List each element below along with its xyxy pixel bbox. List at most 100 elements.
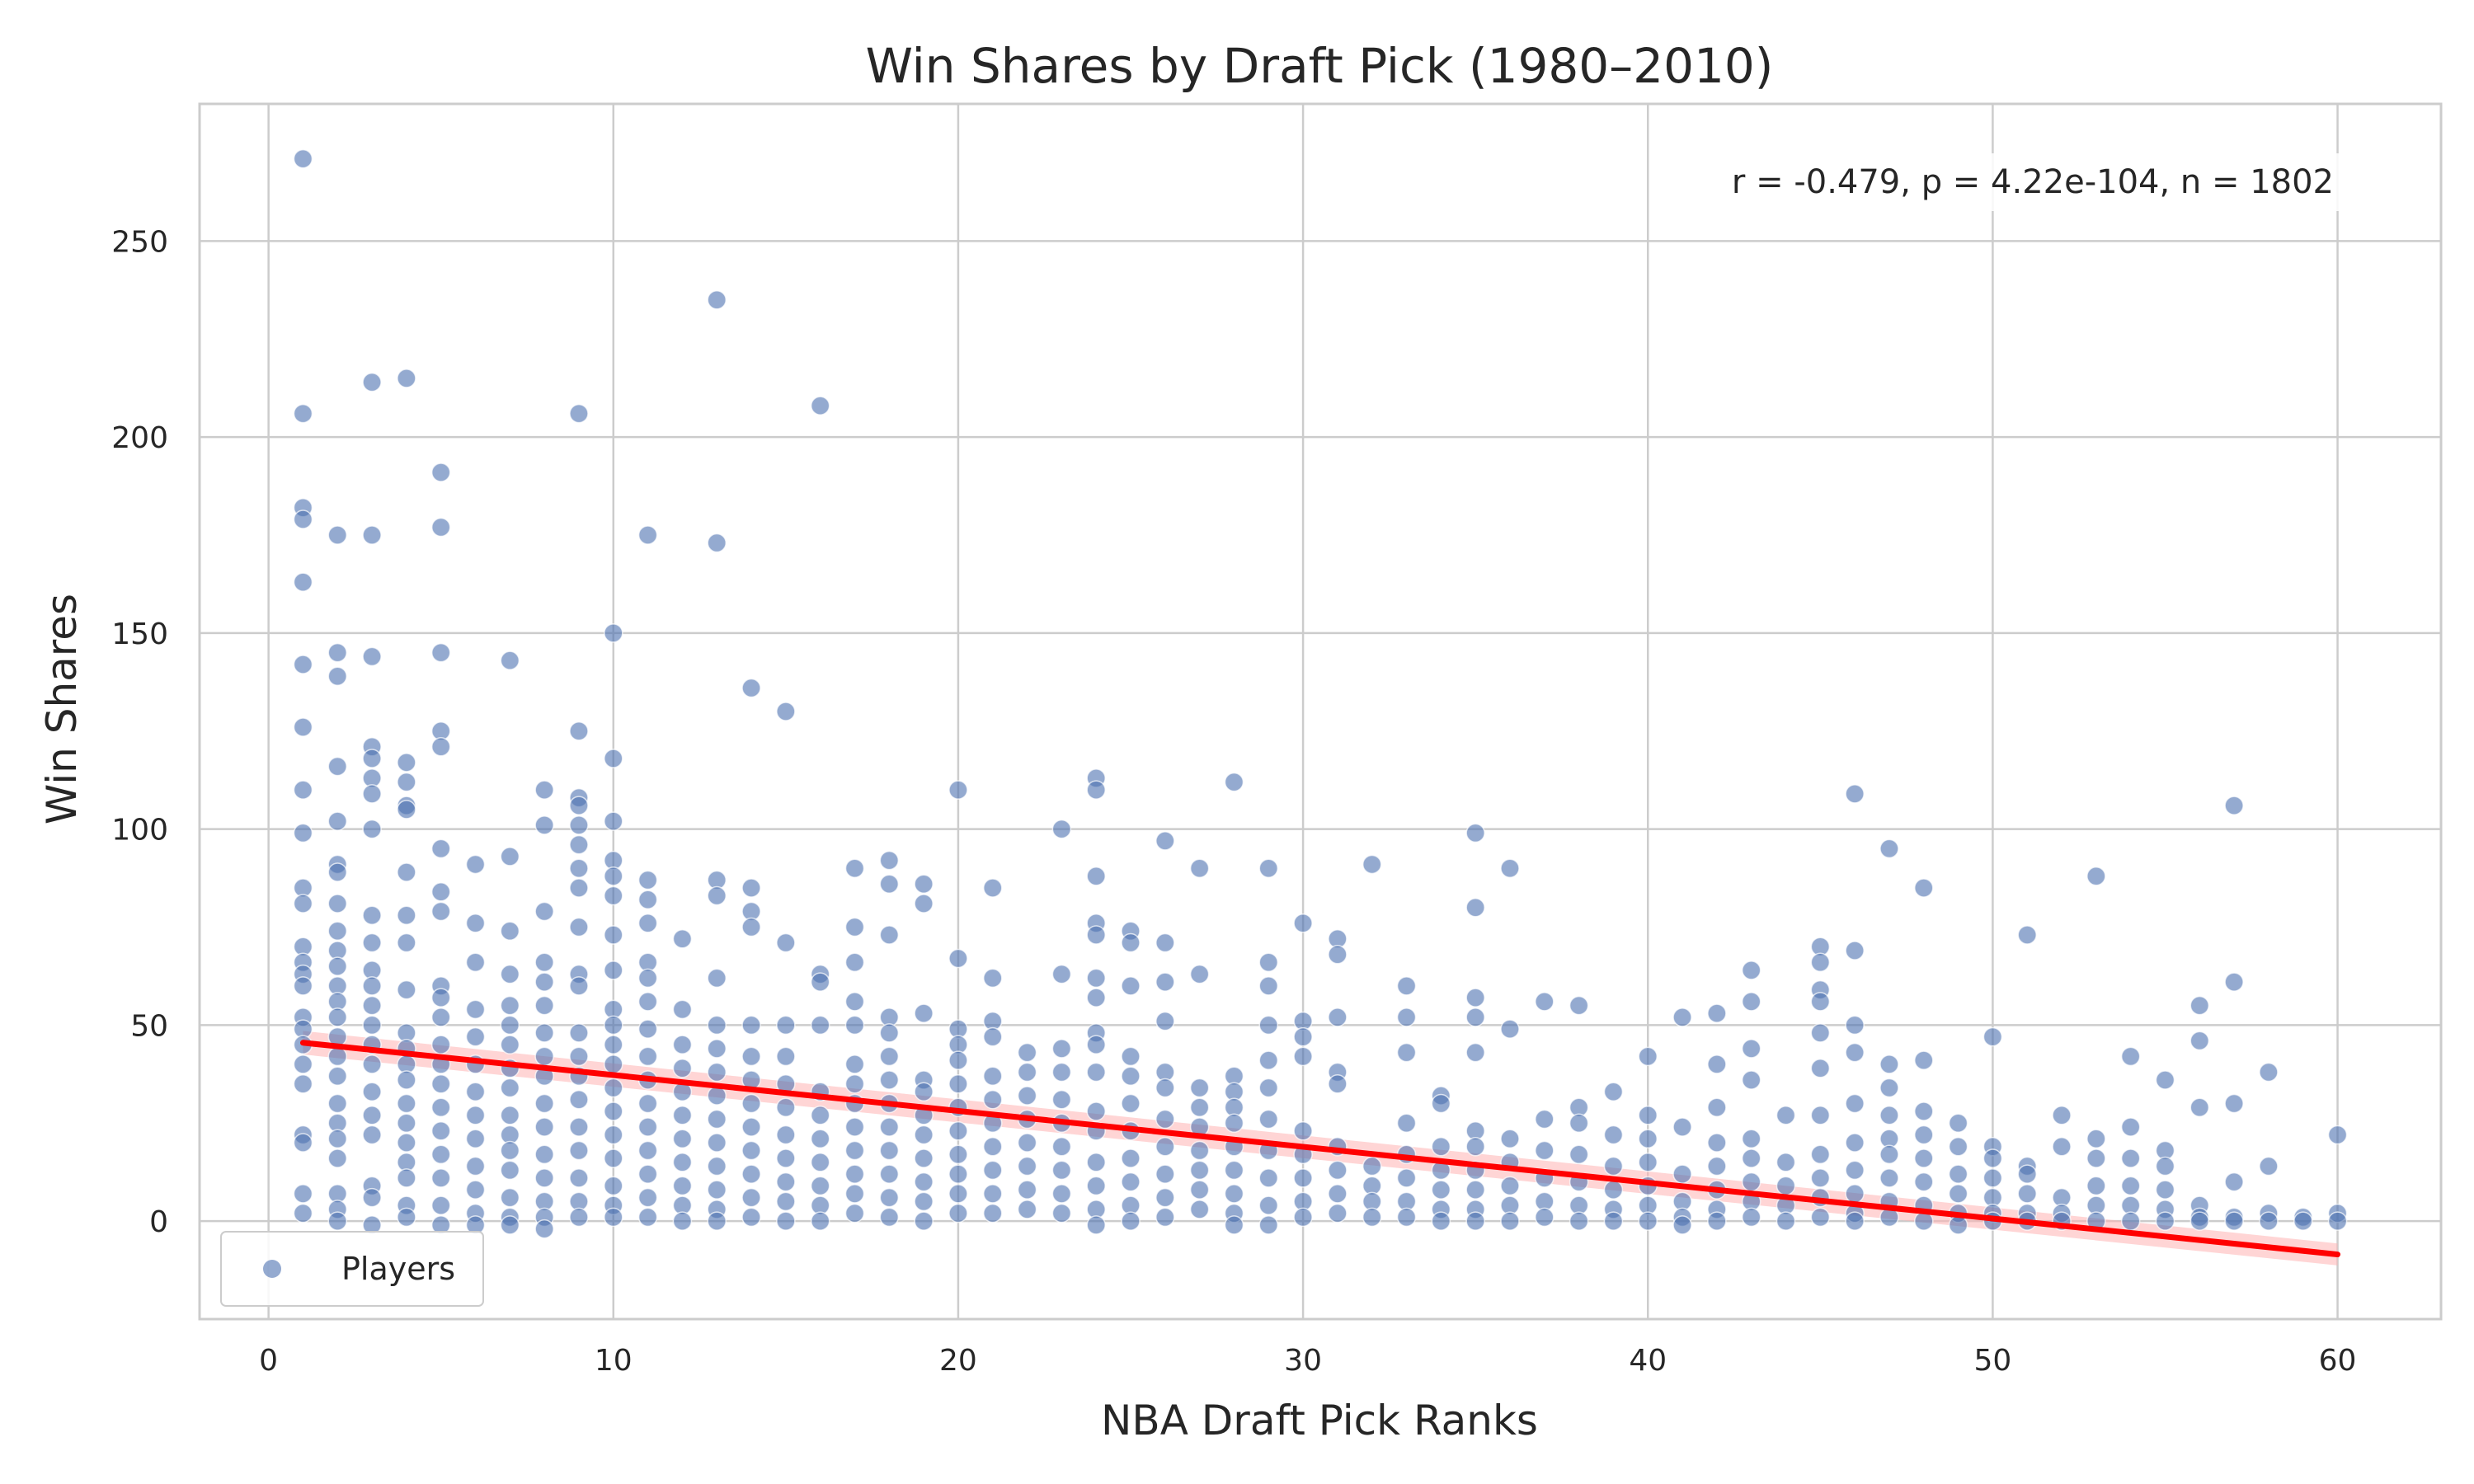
data-point — [914, 1172, 934, 1192]
data-point — [1121, 1046, 1141, 1067]
data-point — [2155, 1180, 2175, 1200]
data-point — [1672, 1215, 1692, 1235]
x-tick-label: 30 — [1284, 1344, 1322, 1378]
data-point — [1086, 1101, 1106, 1121]
data-point — [1017, 1133, 1037, 1153]
data-point — [604, 925, 623, 945]
data-point — [1258, 1050, 1279, 1070]
data-point — [534, 1093, 554, 1114]
data-point — [844, 1140, 865, 1161]
data-point — [293, 1184, 313, 1204]
data-point — [1155, 972, 1175, 992]
data-point — [465, 1026, 486, 1047]
data-point — [810, 1176, 830, 1196]
data-point — [810, 1211, 830, 1231]
data-point — [362, 646, 382, 667]
data-point — [983, 1026, 1003, 1047]
data-point — [1258, 1195, 1279, 1215]
data-point — [1879, 1144, 1899, 1165]
data-point — [948, 1121, 968, 1141]
legend-marker — [263, 1260, 281, 1278]
data-point — [604, 1176, 623, 1196]
data-point — [810, 1105, 830, 1125]
data-point — [500, 1035, 520, 1054]
data-point — [1465, 823, 1485, 843]
data-point — [604, 1148, 623, 1168]
data-point — [534, 995, 554, 1016]
data-point — [844, 1054, 865, 1074]
data-point — [776, 1172, 796, 1192]
data-point — [430, 838, 451, 859]
data-point — [1328, 1160, 1348, 1181]
data-point — [879, 1046, 900, 1067]
data-point — [1845, 1042, 1865, 1063]
x-tick-labels: 0 10 20 30 40 50 60 — [259, 1344, 2356, 1378]
data-point — [534, 1117, 554, 1137]
data-point — [1535, 992, 1554, 1012]
data-point — [1121, 1211, 1141, 1231]
data-point — [1603, 1125, 1624, 1145]
data-point — [604, 885, 623, 906]
data-point — [1328, 1007, 1348, 1027]
data-point — [1810, 992, 1831, 1012]
data-point — [1465, 1211, 1485, 1231]
data-point — [637, 1187, 658, 1208]
data-point — [430, 1144, 451, 1165]
data-point — [430, 642, 451, 663]
data-point — [293, 1133, 313, 1153]
data-point — [327, 1129, 348, 1149]
data-point — [569, 1168, 589, 1188]
data-point — [1707, 1003, 1727, 1023]
data-point — [397, 1168, 416, 1188]
data-point — [1258, 1168, 1279, 1188]
data-point — [1948, 1137, 1968, 1157]
data-point — [534, 1144, 554, 1165]
data-point — [2224, 796, 2244, 815]
data-point — [879, 1070, 900, 1090]
data-point — [1569, 1113, 1589, 1134]
data-point — [2155, 1211, 2175, 1231]
data-point — [879, 874, 900, 894]
data-point — [1914, 878, 1934, 898]
data-point — [465, 1105, 486, 1125]
plot-frame — [198, 102, 2443, 1321]
data-point — [430, 1121, 451, 1141]
data-point — [1914, 1148, 1934, 1168]
data-point — [2017, 925, 2037, 945]
data-point — [1776, 1176, 1796, 1196]
data-point — [327, 1093, 348, 1114]
data-point — [1500, 1211, 1520, 1231]
data-point — [1500, 1129, 1520, 1149]
data-point — [430, 1168, 451, 1188]
y-tick-label: 100 — [111, 814, 168, 848]
data-point — [707, 1180, 727, 1200]
data-point — [327, 1066, 348, 1086]
data-point — [569, 815, 589, 835]
data-point — [1328, 1203, 1348, 1223]
data-point — [362, 819, 382, 839]
data-point — [1051, 1184, 1072, 1204]
data-point — [707, 1211, 727, 1231]
data-point — [604, 1101, 623, 1121]
data-point — [637, 1117, 658, 1137]
data-point — [604, 811, 623, 831]
data-point — [1741, 1172, 1761, 1192]
data-point — [293, 1073, 313, 1094]
data-point — [465, 1082, 486, 1101]
data-point — [1810, 1058, 1831, 1078]
data-point — [707, 968, 727, 989]
data-point — [362, 905, 382, 926]
data-point — [534, 1046, 554, 1067]
data-point — [672, 929, 693, 949]
data-point — [1465, 1042, 1485, 1063]
data-point — [604, 1015, 623, 1036]
data-point — [1293, 1168, 1313, 1188]
data-point — [1224, 1113, 1244, 1134]
data-point — [914, 1148, 934, 1168]
data-point — [397, 369, 416, 388]
data-point — [1982, 1148, 2003, 1168]
data-point — [844, 1015, 865, 1036]
data-point — [397, 753, 416, 773]
data-point — [1810, 1144, 1831, 1165]
data-point — [707, 1039, 727, 1059]
